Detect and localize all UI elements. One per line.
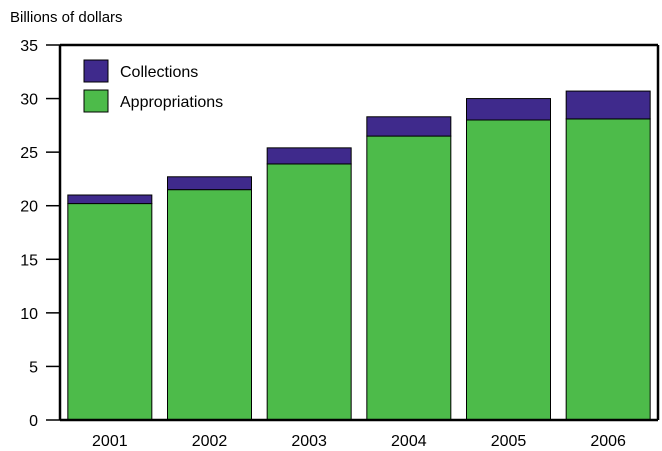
bar-collections-2004 [366, 116, 452, 137]
y-tick-label: 0 [29, 413, 38, 430]
x-tick-label: 2003 [291, 433, 327, 450]
y-ticks-group: 0 5 10 15 20 25 30 35 [20, 38, 60, 430]
x-ticks-group: 2001 2002 2003 2004 2005 2006 [92, 433, 626, 450]
y-tick-label: 35 [20, 38, 38, 55]
x-tick-label: 2006 [590, 433, 626, 450]
bar-appropriations-2003 [266, 163, 352, 421]
bar-appropriations-2004 [366, 135, 452, 421]
x-tick-label: 2005 [491, 433, 527, 450]
y-tick-label: 5 [29, 359, 38, 376]
bar-appropriations-2001 [67, 203, 153, 421]
bar-appropriations-2006 [565, 118, 651, 421]
y-tick-label: 30 [20, 92, 38, 109]
x-tick-label: 2002 [192, 433, 228, 450]
bar-appropriations-2002 [167, 189, 252, 421]
bar-collections-2006 [565, 90, 651, 120]
axes-group [58, 43, 660, 422]
bars-group [67, 90, 651, 421]
x-tick-label: 2004 [391, 433, 427, 450]
y-axis-unit-label: Billions of dollars [10, 9, 123, 26]
bar-appropriations-2005 [466, 119, 551, 421]
bar-collections-2001 [67, 194, 153, 205]
bar-collections-2003 [266, 147, 352, 165]
y-tick-label: 15 [20, 252, 38, 269]
legend-label-appropriations: Appropriations [120, 94, 223, 111]
legend-swatch-collections [83, 59, 109, 83]
y-tick-label: 20 [20, 199, 38, 216]
legend-swatch-appropriations [83, 89, 109, 113]
bar-collections-2002 [167, 176, 252, 191]
bar-collections-2005 [466, 98, 551, 121]
legend: Collections Appropriations [83, 59, 223, 113]
y-tick-label: 10 [20, 306, 38, 323]
y-tick-label: 25 [20, 145, 38, 162]
legend-label-collections: Collections [120, 64, 198, 81]
x-tick-label: 2001 [92, 433, 128, 450]
